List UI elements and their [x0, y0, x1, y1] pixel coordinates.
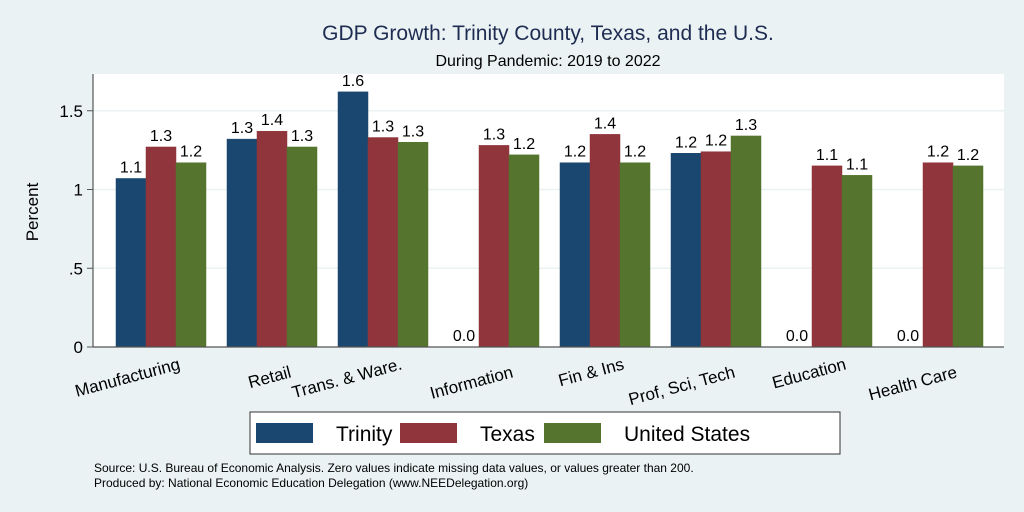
bar-value-label: 1.3 — [150, 128, 172, 145]
bar-value-label: 1.1 — [816, 147, 838, 164]
bar-value-label: 1.2 — [675, 134, 697, 151]
bar-texas — [922, 162, 954, 348]
bar-value-label: 1.2 — [927, 144, 949, 161]
bar-texas — [145, 146, 177, 348]
x-tick-label: Health Care — [866, 363, 959, 405]
bar-value-label: 1.3 — [372, 119, 394, 136]
y-axis-label: Percent — [23, 182, 42, 241]
bar-value-label: 1.1 — [120, 159, 142, 176]
x-tick-label: Manufacturing — [73, 355, 182, 401]
x-tick-label: Trans. & Ware. — [290, 355, 404, 403]
bar-value-label: 1.2 — [180, 144, 202, 161]
bar-value-label: 1.2 — [564, 144, 586, 161]
y-tick-label: 1.5 — [59, 102, 83, 121]
bar-united-states — [730, 135, 762, 348]
bar-united-states — [508, 154, 540, 348]
footer-source: Source: U.S. Bureau of Economic Analysis… — [94, 461, 694, 475]
bar-united-states — [619, 162, 651, 348]
bar-united-states — [175, 162, 207, 348]
y-tick-label: 0 — [74, 338, 83, 357]
bar-texas — [256, 130, 288, 348]
bar-texas — [367, 137, 399, 348]
bar-value-label: 0.0 — [453, 328, 475, 345]
bar-value-label: 1.4 — [594, 115, 616, 132]
bar-trinity — [559, 162, 591, 348]
bar-value-label: 1.2 — [624, 144, 646, 161]
legend-swatch — [544, 423, 601, 443]
legend-swatch — [256, 423, 313, 443]
bar-value-label: 1.2 — [705, 133, 727, 150]
bar-texas — [478, 145, 510, 348]
x-tick-label: Education — [770, 355, 848, 393]
chart-subtitle: During Pandemic: 2019 to 2022 — [435, 53, 660, 70]
bar-trinity — [337, 91, 369, 348]
bar-trinity — [226, 138, 258, 348]
bar-value-label: 1.2 — [957, 147, 979, 164]
bar-value-label: 1.6 — [342, 73, 364, 90]
x-tick-label: Retail — [246, 363, 293, 393]
bar-value-label: 0.0 — [897, 328, 919, 345]
bar-value-label: 0.0 — [786, 328, 808, 345]
x-tick-label: Fin & Ins — [556, 355, 626, 391]
y-tick-label: 1 — [74, 181, 83, 200]
bar-united-states — [397, 142, 429, 348]
bar-texas — [811, 165, 843, 348]
legend-label: Trinity — [336, 423, 393, 446]
bar-value-label: 1.3 — [735, 117, 757, 134]
y-tick-label: .5 — [69, 259, 83, 278]
bar-value-label: 1.3 — [291, 128, 313, 145]
bar-trinity — [670, 153, 702, 348]
legend-label: United States — [624, 423, 750, 446]
bar-united-states — [952, 165, 984, 348]
footer-produced: Produced by: National Economic Education… — [94, 476, 529, 490]
bar-trinity — [115, 178, 147, 348]
chart-title: GDP Growth: Trinity County, Texas, and t… — [322, 22, 774, 45]
bar-united-states — [286, 146, 318, 348]
bar-value-label: 1.3 — [402, 123, 424, 140]
bar-value-label: 1.4 — [261, 112, 283, 129]
bar-value-label: 1.3 — [483, 126, 505, 143]
legend: Trinity Texas United States — [249, 411, 841, 455]
x-tick-label: Information — [428, 363, 515, 403]
legend-label: Texas — [480, 423, 535, 446]
bar-value-label: 1.2 — [513, 136, 535, 153]
bar-united-states — [841, 175, 873, 348]
bar-value-label: 1.1 — [846, 156, 868, 173]
bar-value-label: 1.3 — [231, 120, 253, 137]
legend-swatch — [400, 423, 457, 443]
bar-texas — [700, 151, 732, 348]
bar-texas — [589, 134, 621, 348]
x-tick-label: Prof, Sci, Tech — [627, 363, 737, 410]
